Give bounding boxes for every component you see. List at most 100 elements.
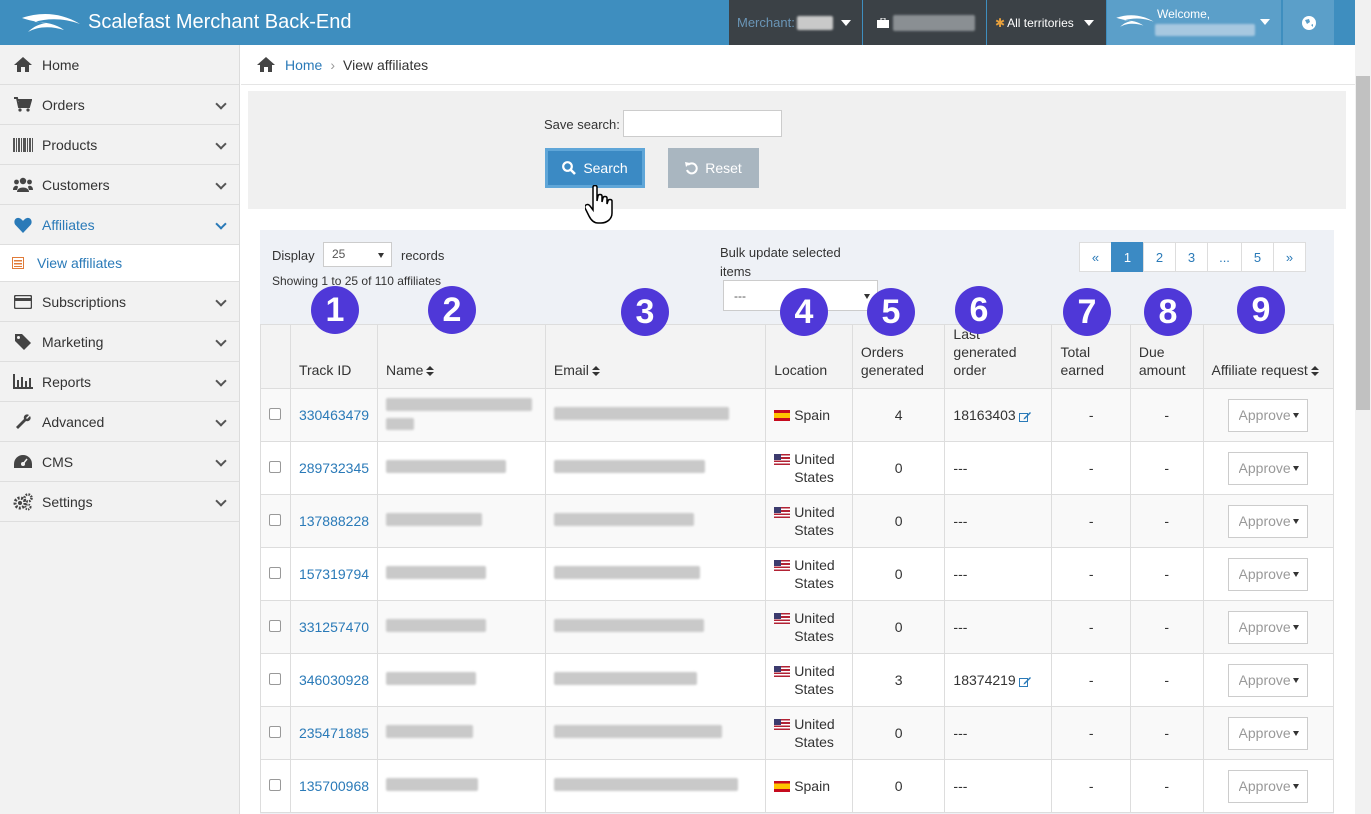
orders-generated-cell: 3 bbox=[851, 653, 946, 707]
scrollbar-thumb[interactable] bbox=[1356, 76, 1370, 410]
page-1[interactable]: 1 bbox=[1111, 242, 1144, 272]
due-amount-cell: - bbox=[1129, 494, 1204, 548]
affiliate-request-select[interactable]: Approve bbox=[1227, 504, 1308, 538]
column-header-name[interactable]: Name bbox=[377, 324, 546, 389]
total-earned-value: - bbox=[1088, 513, 1094, 529]
annotation-badge-9: 9 bbox=[1237, 286, 1285, 334]
due-amount-cell: - bbox=[1129, 653, 1204, 707]
track-id-link[interactable]: 135700968 bbox=[298, 778, 370, 794]
page-next[interactable]: » bbox=[1273, 242, 1306, 272]
chevron-down-icon bbox=[215, 455, 227, 467]
affiliate-request-select[interactable]: Approve bbox=[1227, 663, 1308, 697]
affiliate-request-select[interactable]: Approve bbox=[1227, 557, 1308, 591]
row-checkbox[interactable] bbox=[269, 779, 282, 791]
list-icon bbox=[12, 257, 24, 269]
sidebar-item-cms[interactable]: CMS bbox=[0, 442, 239, 482]
last-order-cell: --- bbox=[944, 759, 1053, 813]
email-redacted bbox=[553, 672, 697, 685]
sidebar-item-marketing[interactable]: Marketing bbox=[0, 322, 239, 362]
name-cell bbox=[377, 653, 546, 707]
sidebar-item-reports[interactable]: Reports bbox=[0, 362, 239, 402]
merchant-selector[interactable]: Merchant: bbox=[729, 0, 862, 45]
user-menu[interactable]: Welcome, bbox=[1107, 0, 1281, 45]
app-title: Scalefast Merchant Back-End bbox=[88, 11, 352, 33]
total-earned-value: - bbox=[1088, 566, 1094, 582]
track-id-link[interactable]: 331257470 bbox=[298, 619, 370, 635]
sidebar-item-label: View affiliates bbox=[37, 255, 123, 271]
affiliate-request-select[interactable]: Approve bbox=[1227, 716, 1308, 750]
row-checkbox[interactable] bbox=[269, 408, 282, 420]
save-search-input[interactable] bbox=[623, 110, 782, 137]
email-cell bbox=[544, 547, 767, 601]
sidebar-item-customers[interactable]: Customers bbox=[0, 165, 239, 205]
track-id-link[interactable]: 157319794 bbox=[298, 566, 370, 582]
page-ellipsis: ... bbox=[1207, 242, 1242, 272]
spain-flag-icon bbox=[774, 781, 791, 792]
orders-generated-cell: 0 bbox=[851, 441, 946, 495]
brand[interactable]: Scalefast Merchant Back-End bbox=[20, 0, 351, 45]
chevron-down-icon bbox=[1292, 518, 1299, 524]
sidebar-item-products[interactable]: Products bbox=[0, 125, 239, 165]
affiliate-request-select[interactable]: Approve bbox=[1227, 451, 1308, 485]
page-2[interactable]: 2 bbox=[1143, 242, 1176, 272]
sidebar-item-label: Reports bbox=[42, 373, 92, 390]
territories-label: All territories bbox=[1007, 15, 1074, 30]
orders-generated-cell: 0 bbox=[851, 706, 946, 760]
row-checkbox[interactable] bbox=[269, 461, 282, 473]
row-checkbox[interactable] bbox=[269, 620, 282, 632]
reset-button[interactable]: Reset bbox=[668, 148, 759, 188]
sidebar-item-advanced[interactable]: Advanced bbox=[0, 402, 239, 442]
breadcrumb-home-link[interactable]: Home bbox=[285, 56, 323, 73]
pagination: « 1 2 3 ... 5 » bbox=[1079, 242, 1306, 272]
track-id-link[interactable]: 235471885 bbox=[298, 725, 370, 741]
sort-icon bbox=[426, 366, 435, 377]
track-id-link[interactable]: 289732345 bbox=[298, 460, 370, 476]
territories-selector[interactable]: ✱ All territories bbox=[987, 0, 1106, 45]
track-id-link[interactable]: 330463479 bbox=[298, 407, 370, 423]
table-row: 330463479 Spain 4 18163403 - - Approve bbox=[260, 388, 1335, 442]
page-3[interactable]: 3 bbox=[1175, 242, 1208, 272]
column-header-email[interactable]: Email bbox=[544, 324, 767, 389]
home-icon bbox=[12, 55, 34, 75]
due-amount-value: - bbox=[1164, 407, 1170, 423]
store-selector[interactable] bbox=[863, 0, 986, 45]
row-checkbox[interactable] bbox=[269, 514, 282, 526]
sidebar-item-label: Customers bbox=[42, 176, 110, 193]
display-count-select[interactable]: 25 bbox=[323, 242, 392, 267]
page-5[interactable]: 5 bbox=[1241, 242, 1274, 272]
sidebar-item-orders[interactable]: Orders bbox=[0, 85, 239, 125]
language-selector[interactable] bbox=[1283, 0, 1334, 45]
track-id-link[interactable]: 137888228 bbox=[298, 513, 370, 529]
sidebar-item-subscriptions[interactable]: Subscriptions bbox=[0, 282, 239, 322]
column-header-affiliate-request[interactable]: Affiliate request bbox=[1202, 324, 1335, 389]
sidebar-item-home[interactable]: Home bbox=[0, 45, 239, 85]
last-order-value: --- bbox=[953, 778, 968, 794]
affiliate-request-select[interactable]: Approve bbox=[1227, 398, 1308, 432]
track-id-cell: 135700968 bbox=[289, 759, 379, 813]
row-checkbox[interactable] bbox=[269, 567, 282, 579]
page-first[interactable]: « bbox=[1079, 242, 1112, 272]
name-redacted bbox=[386, 566, 487, 579]
sidebar-item-affiliates[interactable]: Affiliates bbox=[0, 205, 239, 245]
search-button[interactable]: Search bbox=[545, 148, 645, 188]
row-checkbox[interactable] bbox=[269, 673, 282, 685]
location-text: United States bbox=[794, 557, 835, 591]
sidebar-item-view-affiliates[interactable]: View affiliates bbox=[0, 245, 239, 282]
track-id-link[interactable]: 346030928 bbox=[298, 672, 370, 688]
edit-icon[interactable] bbox=[1018, 411, 1031, 422]
total-earned-value: - bbox=[1088, 619, 1094, 635]
name-cell bbox=[377, 759, 546, 813]
total-earned-value: - bbox=[1088, 407, 1094, 423]
edit-icon[interactable] bbox=[1018, 676, 1031, 687]
last-order-cell: --- bbox=[944, 706, 1053, 760]
us-flag-icon bbox=[774, 613, 791, 624]
email-redacted bbox=[553, 619, 704, 632]
chevron-down-icon bbox=[864, 294, 870, 299]
row-checkbox[interactable] bbox=[269, 726, 282, 738]
location-cell: Spain bbox=[765, 759, 853, 813]
location-cell: United States bbox=[765, 494, 853, 548]
affiliate-request-select[interactable]: Approve bbox=[1227, 610, 1308, 644]
affiliate-request-select[interactable]: Approve bbox=[1227, 769, 1308, 803]
chevron-down-icon bbox=[215, 178, 227, 190]
sidebar-item-settings[interactable]: Settings bbox=[0, 482, 239, 522]
